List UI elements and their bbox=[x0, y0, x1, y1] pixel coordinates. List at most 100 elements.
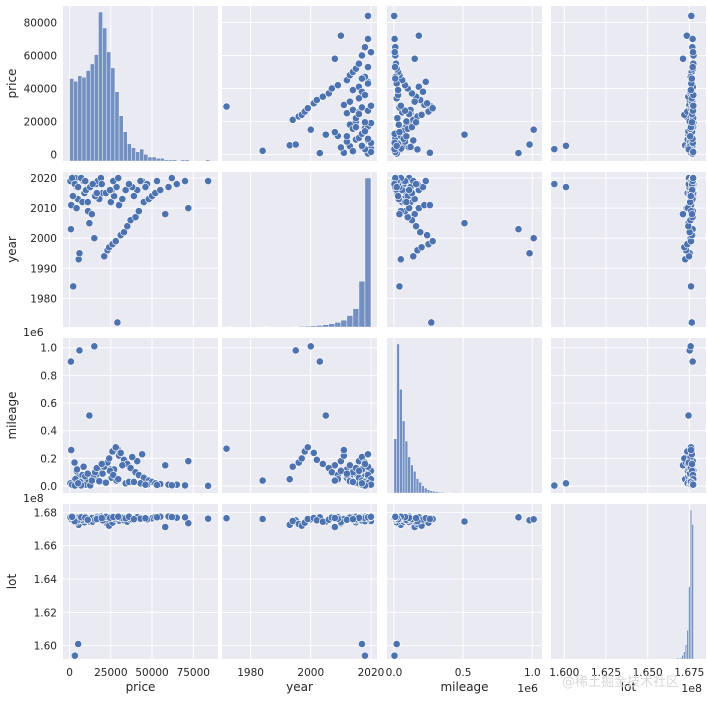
hist-bar bbox=[81, 76, 87, 162]
hist-bar bbox=[340, 319, 348, 328]
y-axis-label: price bbox=[5, 69, 19, 99]
hist-bar bbox=[135, 151, 140, 162]
scatter-point bbox=[364, 35, 372, 43]
hist-bar bbox=[98, 11, 103, 162]
scatter-point bbox=[126, 464, 135, 472]
scatter-point bbox=[303, 443, 312, 452]
scatter-point bbox=[121, 186, 130, 194]
scatter-point bbox=[297, 454, 306, 463]
hist-bar bbox=[172, 159, 177, 162]
panel-mileage-vs-mileage bbox=[387, 338, 542, 494]
y-tick-label: 1980 bbox=[30, 293, 57, 305]
scatter-point bbox=[687, 318, 696, 327]
scatter-point bbox=[355, 59, 363, 68]
hist-bar bbox=[346, 315, 354, 328]
scatter-point bbox=[288, 462, 297, 471]
scatter-point bbox=[167, 513, 176, 521]
hist-bar bbox=[77, 75, 83, 162]
scatter-point bbox=[97, 514, 106, 522]
scatter-point bbox=[428, 237, 437, 246]
scatter-point bbox=[686, 192, 695, 200]
scatter-point bbox=[184, 457, 193, 466]
hist-bar bbox=[679, 657, 683, 660]
scatter-points bbox=[66, 342, 213, 490]
scatter-point bbox=[141, 514, 150, 523]
scatter-point bbox=[85, 411, 94, 420]
scatter-point bbox=[95, 477, 104, 486]
scatter-point bbox=[417, 110, 426, 119]
scatter-point bbox=[291, 140, 300, 149]
scatter-point bbox=[687, 11, 696, 20]
scatter-point bbox=[421, 77, 430, 86]
scatter-point bbox=[349, 478, 357, 486]
panel-lot-vs-year bbox=[222, 504, 377, 659]
scatter-point bbox=[339, 446, 348, 454]
scatter-point bbox=[74, 183, 83, 191]
hist-bar bbox=[118, 115, 124, 162]
panel-background bbox=[222, 504, 377, 659]
panel-price-vs-lot bbox=[551, 6, 706, 161]
scatter-point bbox=[514, 513, 523, 522]
scatter-point bbox=[408, 123, 416, 132]
scatter-point bbox=[85, 219, 94, 228]
scatter-point bbox=[106, 198, 115, 206]
scatter-point bbox=[315, 149, 324, 157]
hist-bar bbox=[94, 54, 99, 162]
hist-bar bbox=[686, 629, 689, 660]
y-tick-label: 2000 bbox=[30, 233, 57, 245]
scatter-point bbox=[367, 48, 375, 57]
scatter-point bbox=[395, 282, 404, 291]
scatter-point bbox=[409, 136, 418, 145]
scatter-point bbox=[141, 183, 150, 191]
scatter-point bbox=[75, 249, 84, 258]
y-tick-label: 1.60 bbox=[34, 641, 57, 653]
x-tick-label: 75000 bbox=[177, 667, 210, 679]
y-tick-label: 0.2 bbox=[40, 453, 57, 465]
scatter-point bbox=[688, 210, 696, 219]
y-tick-label: 80000 bbox=[24, 17, 57, 29]
scatter-point bbox=[115, 201, 123, 210]
scatter-point bbox=[686, 132, 695, 141]
panel-background bbox=[63, 504, 218, 659]
hist-bar bbox=[102, 27, 107, 162]
x-tick-label: 1.650 bbox=[633, 667, 663, 679]
hist-bar bbox=[160, 158, 165, 162]
hist-bar bbox=[440, 491, 444, 494]
scatter-point bbox=[327, 84, 336, 93]
scatter-point bbox=[130, 515, 138, 524]
scatter-point bbox=[514, 149, 523, 157]
scatter-point bbox=[67, 357, 75, 366]
hist-bar bbox=[322, 324, 330, 328]
y-tick-label: 40000 bbox=[24, 83, 57, 95]
scatter-point bbox=[339, 101, 348, 109]
scatter-point bbox=[525, 140, 534, 149]
scatter-point bbox=[361, 43, 369, 52]
x-tick-label: 1.675 bbox=[674, 667, 704, 679]
scatter-point bbox=[413, 145, 422, 154]
scatter-point bbox=[394, 192, 402, 200]
scatter-point bbox=[361, 127, 369, 136]
hist-bar bbox=[352, 308, 360, 328]
hist-bar bbox=[683, 651, 686, 660]
scatter-point bbox=[688, 63, 697, 71]
scatter-point bbox=[562, 141, 570, 150]
scatter-point bbox=[164, 183, 173, 191]
scatter-point bbox=[391, 512, 400, 521]
scatter-point bbox=[258, 146, 267, 155]
scatter-point bbox=[303, 104, 312, 113]
scatter-point bbox=[408, 89, 416, 98]
panel-price-vs-mileage bbox=[387, 6, 542, 161]
scatter-point bbox=[688, 357, 697, 366]
scatter-point bbox=[114, 174, 123, 182]
hist-bar bbox=[678, 658, 681, 660]
scatter-point bbox=[125, 180, 133, 188]
scatter-point bbox=[394, 86, 402, 94]
hist-bar bbox=[396, 343, 400, 494]
scatter-points bbox=[551, 174, 698, 327]
scatter-point bbox=[395, 210, 404, 219]
scatter-point bbox=[167, 481, 176, 490]
hist-bar bbox=[681, 655, 684, 660]
scatter-point bbox=[428, 104, 437, 113]
scatter-point bbox=[396, 101, 405, 110]
x-tick-label: 1.600 bbox=[549, 667, 579, 679]
